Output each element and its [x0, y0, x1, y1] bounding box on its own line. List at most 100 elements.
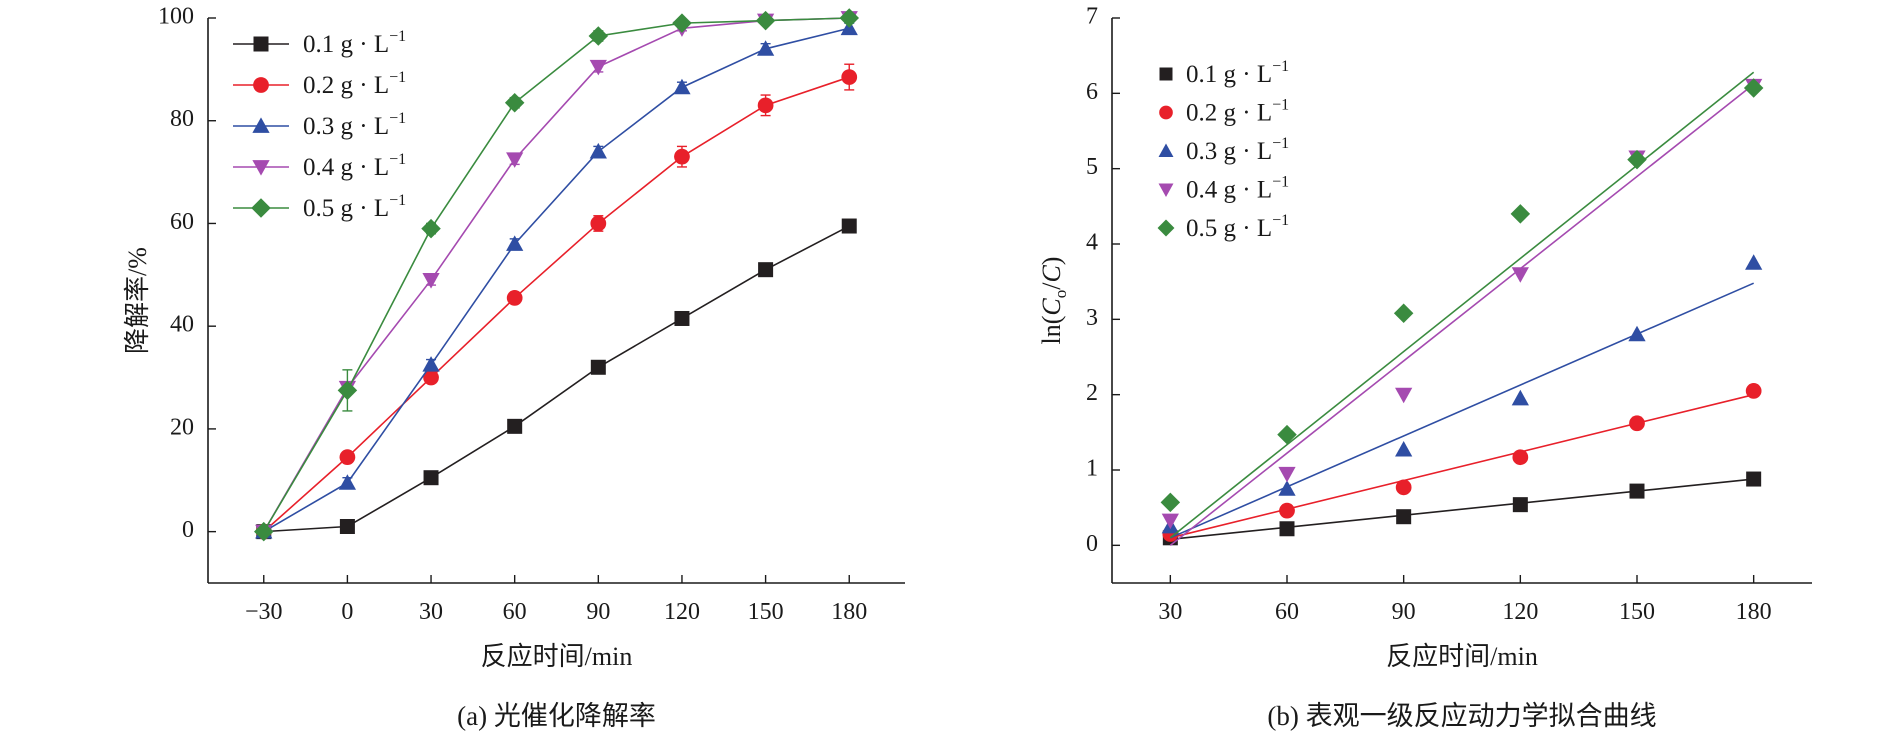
data-point: [1395, 387, 1413, 404]
legend-label: 0.5 g · L−1: [303, 192, 406, 222]
data-point: [758, 262, 774, 278]
data-point: [674, 148, 690, 165]
x-tick-label: 90: [1392, 599, 1416, 625]
data-point: [1627, 149, 1647, 170]
data-point: [1395, 479, 1412, 496]
x-tick-label: 180: [1736, 599, 1772, 625]
data-point: [590, 359, 606, 375]
data-point: [339, 519, 355, 534]
data-point: [1512, 449, 1529, 466]
legend-marker: [1159, 67, 1173, 81]
fit-line: [1170, 282, 1754, 539]
legend-label: 0.1 g · L−1: [303, 28, 406, 58]
data-point: [1745, 383, 1762, 399]
data-point: [1511, 389, 1529, 406]
data-point: [757, 97, 774, 114]
data-point: [589, 142, 607, 159]
series-0: [256, 218, 857, 540]
legend-marker: [252, 160, 270, 176]
legend-label: 0.2 g · L−1: [1186, 96, 1289, 126]
x-tick-label: 150: [748, 599, 784, 625]
series-0: [1162, 471, 1762, 546]
y-tick-label: 6: [1086, 79, 1098, 105]
x-tick-label: 60: [503, 599, 527, 625]
data-point: [1278, 466, 1296, 483]
y-tick-label: 80: [170, 106, 194, 132]
series-line: [263, 27, 850, 533]
data-point: [506, 290, 523, 306]
data-point: [1512, 497, 1528, 513]
data-point: [588, 26, 609, 46]
y-tick-label: 60: [170, 209, 194, 235]
data-point: [339, 449, 356, 466]
x-axis-title: 反应时间/min: [1386, 642, 1538, 671]
data-point: [1278, 480, 1296, 496]
data-point: [423, 369, 439, 386]
data-point: [755, 10, 776, 31]
figure-caption: (a) 光催化降解率: [457, 701, 656, 731]
legend: 0.1 g · L−1 0.2 g · L−1 0.3 g · L−1 0.4 g ·…: [1157, 58, 1289, 242]
series-line: [263, 225, 850, 533]
fit-line: [1169, 71, 1755, 539]
data-point: [1743, 78, 1764, 98]
data-point: [839, 8, 859, 28]
legend-marker: [251, 198, 271, 218]
data-point: [338, 474, 357, 490]
data-point: [589, 59, 607, 76]
legend-marker: [1158, 143, 1174, 157]
fit-line: [1170, 478, 1754, 541]
x-axis-title: 反应时间/min: [481, 642, 633, 671]
data-point: [1628, 325, 1646, 342]
legend-label: 0.4 g · L−1: [1186, 173, 1289, 203]
legend-label: 0.3 g · L−1: [303, 110, 406, 140]
legend-label: 0.2 g · L−1: [303, 69, 406, 99]
data-point: [1396, 509, 1412, 525]
y-tick-label: 0: [182, 517, 194, 543]
y-axis-title: ln(Co/C): [1037, 257, 1070, 345]
legend-label: 0.1 g · L−1: [1186, 58, 1289, 88]
data-point: [1393, 303, 1414, 324]
y-tick-label: 40: [170, 312, 194, 338]
x-tick-label: 30: [419, 599, 443, 625]
data-point: [673, 78, 691, 95]
legend-marker: [252, 117, 270, 133]
legend-label: 0.5 g · L−1: [1186, 212, 1289, 242]
data-point: [1279, 521, 1295, 537]
y-tick-label: 7: [1086, 4, 1098, 30]
data-point: [1510, 204, 1531, 224]
series-2: [1161, 254, 1763, 539]
y-tick-label: 20: [170, 414, 194, 440]
data-point: [423, 470, 439, 486]
series-line: [263, 17, 850, 533]
y-tick-label: 5: [1086, 154, 1098, 180]
data-point: [1746, 471, 1762, 487]
fit-line: [1170, 393, 1754, 539]
legend-marker: [253, 77, 269, 93]
panel-b-chart: 30 60 90 120 150 180 0 1 2 3 4 5 6 7 反应时间/min ln(Co/C) (…: [1037, 4, 1812, 731]
data-point: [506, 152, 524, 168]
y-tick-label: 1: [1086, 456, 1098, 482]
data-point: [1511, 267, 1529, 283]
x-tick-label: 120: [1502, 599, 1538, 625]
data-point: [756, 40, 775, 56]
fit-line: [1169, 83, 1755, 546]
data-point: [672, 13, 692, 33]
data-point: [1745, 254, 1763, 270]
data-point: [674, 310, 690, 326]
data-point: [507, 418, 523, 434]
x-tick-label: 150: [1619, 599, 1655, 625]
data-point: [1629, 483, 1645, 499]
data-point: [841, 69, 858, 85]
x-tick-label: 30: [1158, 599, 1182, 625]
x-tick-label: 90: [586, 599, 610, 625]
y-tick-label: 100: [158, 4, 194, 30]
data-point: [1395, 441, 1413, 457]
data-point: [1161, 513, 1179, 530]
legend: 0.1 g · L−1 0.2 g · L−1 0.3 g · L−1 0.4 g ·…: [233, 28, 406, 222]
series-4: [254, 8, 859, 542]
data-point: [421, 218, 441, 239]
panel-a-chart: −30 0 30 60 90 120 150 180 0 20 40 60 80 100 反应时间/min 降…: [123, 4, 905, 731]
y-axis-title: 降解率/%: [123, 247, 152, 354]
legend-label: 0.3 g · L−1: [1186, 135, 1289, 165]
data-point: [422, 356, 440, 372]
